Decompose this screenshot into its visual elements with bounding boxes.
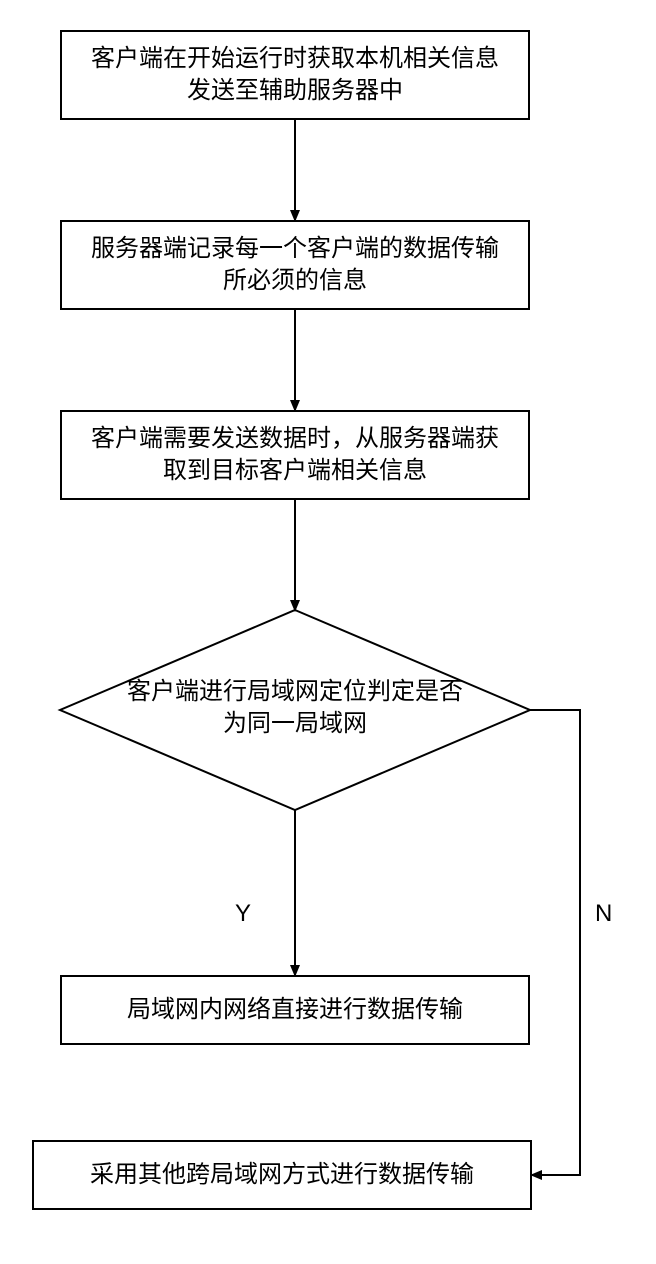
node-text: 局域网内网络直接进行数据传输 xyxy=(127,994,463,1026)
node-text: 客户端在开始运行时获取本机相关信息发送至辅助服务器中 xyxy=(80,43,510,108)
node-step-2: 服务器端记录每一个客户端的数据传输所必须的信息 xyxy=(60,220,530,310)
node-text: 采用其他跨局域网方式进行数据传输 xyxy=(90,1159,474,1191)
flowchart-canvas xyxy=(0,0,656,1264)
node-step-1: 客户端在开始运行时获取本机相关信息发送至辅助服务器中 xyxy=(60,30,530,120)
edge-label-no: N xyxy=(595,900,612,928)
node-text: 客户端需要发送数据时，从服务器端获取到目标客户端相关信息 xyxy=(80,423,510,488)
node-step-3: 客户端需要发送数据时，从服务器端获取到目标客户端相关信息 xyxy=(60,410,530,500)
node-step-5-no: 采用其他跨局域网方式进行数据传输 xyxy=(32,1140,532,1210)
flow-edge xyxy=(530,710,580,1175)
decision-text: 客户端进行局域网定位判定是否为同一局域网 xyxy=(125,676,465,741)
node-step-4-yes: 局域网内网络直接进行数据传输 xyxy=(60,975,530,1045)
edge-label-yes: Y xyxy=(235,900,251,928)
node-text: 服务器端记录每一个客户端的数据传输所必须的信息 xyxy=(80,233,510,298)
node-text: 客户端进行局域网定位判定是否为同一局域网 xyxy=(127,678,463,737)
